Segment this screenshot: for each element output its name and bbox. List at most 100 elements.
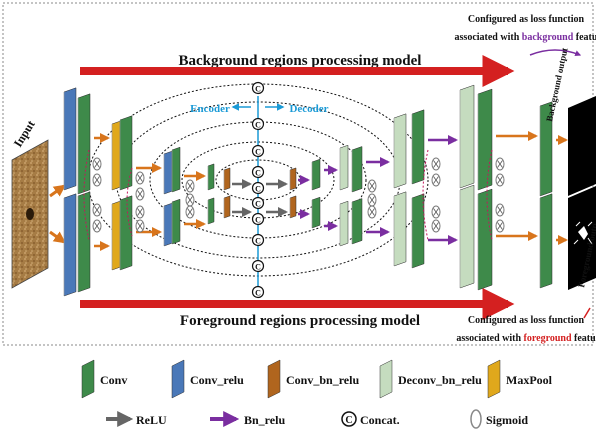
top-maxpool-1 [111,120,121,191]
bottom-conv-1 [77,191,91,293]
concat-circle-icon [251,81,265,95]
concat-node: C [251,181,265,195]
bottom-note-line2: associated with foreground featu [456,333,596,344]
top-conv-relu-1 [63,87,77,191]
concat-symbol: C [255,121,261,130]
bottom-conv-4 [207,197,215,225]
concat-symbol: C [255,85,261,94]
top-final-conv-face [539,101,553,197]
sigmoid-node [135,205,145,219]
skip-ellipse-4 [181,141,335,219]
top-maxpool-1-face [111,120,121,191]
legend-concat-label: Concat. [360,413,400,427]
top-dec-1-face [289,167,297,191]
concat-circle-icon [251,285,265,299]
top-conv-relu-1-face [63,87,77,191]
concat-circle-icon [251,144,265,158]
bottom-maxpool-1 [111,200,121,271]
bottom-deconv-2 [393,191,407,267]
concat-circle-icon [251,117,265,131]
sigmoid-node [367,205,377,219]
top-conv-1 [77,93,91,195]
top-final-conv [539,101,553,197]
concat-symbol: C [255,148,261,157]
top-conv-4 [207,163,215,191]
bottom-conv-relu-2 [163,202,173,247]
concat-symbol: C [255,289,261,298]
bottom-conv-2-face [119,195,133,271]
sigmoid-node [185,179,195,193]
bottom-conv-1-face [77,191,91,293]
legend-item-maxpool: MaxPool [487,359,553,399]
top-deconv-2-face [393,113,407,189]
encoder-label: Encoder [190,103,230,115]
top-conv-4-face [207,163,215,191]
bottom-dec-2-face [311,196,321,229]
sigmoid-node [92,219,102,233]
bottom-conv-3-face [171,198,181,245]
sigmoid-node [92,157,102,171]
concat-symbol: C [255,200,261,209]
background-output [568,96,596,196]
concat-circle-icon [251,212,265,226]
background-output-label: Background output [544,47,569,123]
legend-item-concat: C Concat. [341,411,400,427]
top-deconv-3-face [459,84,475,189]
sigmoid-node [135,187,145,201]
top-deconv-2 [393,113,407,189]
concat-node: C [251,285,265,299]
input-label: Input [11,118,38,150]
sigmoid-node [495,219,505,233]
layer-blocks [63,84,568,297]
top-conv-1-face [77,93,91,195]
top-dec-5 [477,88,493,191]
input-image [11,139,49,289]
top-dec-2 [311,158,321,191]
bottom-conv-5 [223,195,231,219]
legend-item-relu: ReLU [106,411,167,427]
top-deconv-1 [339,144,349,191]
bottom-note-line1: Configured as loss function [468,315,585,326]
sigmoid-node [431,219,441,233]
top-conv-relu-2-face [163,150,173,195]
concat-circle-icon [251,196,265,210]
bottom-dec-1-face [289,195,297,219]
concat-symbol: C [255,169,261,178]
concat-symbol: C [345,415,352,426]
concat-symbol: C [255,185,261,194]
legend-item-bn-relu: Bn_relu [210,411,285,427]
bottom-deconv-1-face [339,200,349,247]
sigmoid-node [185,193,195,207]
top-note-line2: associated with background featu [455,32,596,43]
concat-node: C [251,117,265,131]
legend-item-sigmoid: Sigmoid [470,409,528,429]
merge-curve [422,149,429,241]
sigmoid-node [495,157,505,171]
top-dec-3-face [351,146,363,193]
concat-node: C [251,196,265,210]
legend-sigmoid-label: Sigmoid [486,413,528,427]
concat-circle-icon [251,181,265,195]
top-note-line1: Configured as loss function [468,14,585,25]
concat-node: C [251,144,265,158]
sigmoid-node [135,171,145,185]
concat-node: C [251,233,265,247]
bottom-deconv-1 [339,200,349,247]
input-arrow-bottom [49,230,66,244]
foreground-output [568,186,596,290]
sigmoid-ellipse-icon [470,409,482,429]
concat-node: C [251,259,265,273]
bottom-dec-5-face [477,188,493,291]
sigmoid-node [92,203,102,217]
legend-ops: ReLU Bn_relu C Concat. Sigmoid [106,409,528,429]
legend-label: MaxPool [506,373,553,387]
sigmoid-node [367,179,377,193]
legend-item-deconv-bn-relu: Deconv_bn_relu [379,359,482,399]
bottom-dec-5 [477,188,493,291]
bottom-dec-3 [351,198,363,245]
concat-node: C [251,212,265,226]
top-conv-3 [171,146,181,193]
legend-label: Deconv_bn_relu [398,373,482,387]
